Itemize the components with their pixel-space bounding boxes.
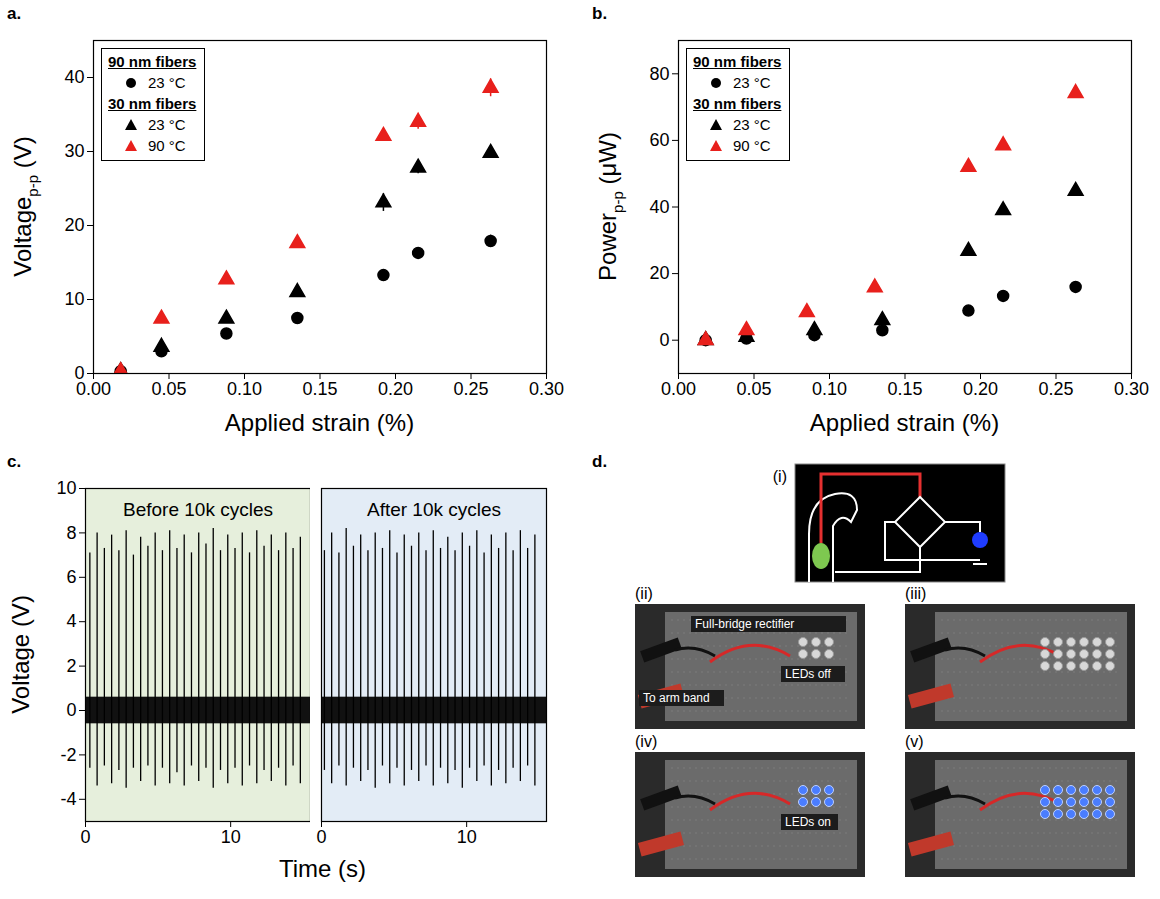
svg-text:Applied strain (%): Applied strain (%)	[225, 409, 414, 436]
svg-text:0.10: 0.10	[812, 379, 847, 399]
html-text:a.: a.	[7, 4, 22, 23]
svg-text:10: 10	[457, 827, 477, 847]
svg-text:Voltagep-p (V): Voltagep-p (V)	[9, 136, 41, 276]
svg-text:(i): (i)	[773, 468, 787, 485]
svg-text:20: 20	[649, 263, 669, 283]
html-text:23 °C: 23 °C	[148, 116, 186, 133]
svg-text:20: 20	[64, 215, 84, 235]
svg-text:40: 40	[64, 67, 84, 87]
svg-text:0.30: 0.30	[529, 379, 564, 399]
svg-text:LEDs on: LEDs on	[785, 815, 831, 829]
html-text:90 °C: 90 °C	[148, 137, 186, 154]
html-text:Time (s): Time (s)	[279, 855, 366, 882]
svg-text:-2: -2	[60, 745, 76, 765]
svg-text:40: 40	[649, 197, 669, 217]
svg-text:To arm band: To arm band	[643, 691, 710, 705]
svg-text:0.20: 0.20	[378, 379, 413, 399]
svg-text:0.00: 0.00	[661, 379, 696, 399]
svg-text:(iv): (iv)	[635, 733, 657, 750]
svg-text:LEDs off: LEDs off	[785, 667, 831, 681]
svg-text:6: 6	[66, 567, 76, 587]
svg-text:0.15: 0.15	[302, 379, 337, 399]
svg-text:8: 8	[66, 523, 76, 543]
svg-text:0: 0	[66, 700, 76, 720]
svg-text:4: 4	[66, 611, 76, 631]
svg-text:0.25: 0.25	[1038, 379, 1073, 399]
svg-text:0.15: 0.15	[887, 379, 922, 399]
svg-text:(ii): (ii)	[635, 585, 653, 602]
svg-text:0.25: 0.25	[453, 379, 488, 399]
html-text:d.: d.	[592, 452, 608, 471]
svg-text:60: 60	[649, 130, 669, 150]
svg-text:(iii): (iii)	[905, 585, 926, 602]
svg-text:0: 0	[659, 330, 669, 350]
html-text:90 nm fibers: 90 nm fibers	[693, 53, 782, 70]
svg-text:0.05: 0.05	[151, 379, 186, 399]
svg-text:0: 0	[74, 363, 85, 384]
svg-text:(v): (v)	[905, 733, 924, 750]
svg-text:0.10: 0.10	[227, 379, 262, 399]
svg-text:Powerp-p (μW): Powerp-p (μW)	[594, 132, 626, 281]
svg-text:2: 2	[66, 656, 76, 676]
svg-text:10: 10	[56, 478, 76, 498]
html-text:23 °C: 23 °C	[733, 74, 771, 91]
html-text:b.: b.	[592, 4, 608, 23]
html-text:90 °C: 90 °C	[733, 137, 771, 154]
svg-text:-4: -4	[60, 789, 76, 809]
svg-text:80: 80	[649, 64, 669, 84]
html-text:90 nm fibers: 90 nm fibers	[108, 53, 197, 70]
svg-text:0.20: 0.20	[963, 379, 998, 399]
svg-text:0.05: 0.05	[736, 379, 771, 399]
svg-text:10: 10	[221, 827, 241, 847]
svg-text:30: 30	[64, 141, 84, 161]
svg-text:After 10k cycles: After 10k cycles	[367, 499, 501, 520]
svg-text:0.30: 0.30	[1114, 379, 1149, 399]
html-text:30 nm fibers: 30 nm fibers	[108, 95, 197, 112]
svg-text:Full-bridge rectifier: Full-bridge rectifier	[695, 617, 794, 631]
svg-text:0.00: 0.00	[76, 379, 111, 399]
html-text:c.: c.	[7, 452, 22, 471]
svg-text:Before 10k cycles: Before 10k cycles	[123, 499, 273, 520]
svg-text:Applied strain (%): Applied strain (%)	[810, 409, 999, 436]
html-text:30 nm fibers: 30 nm fibers	[693, 95, 782, 112]
svg-text:10: 10	[64, 289, 84, 309]
svg-text:0: 0	[80, 827, 90, 847]
html-text:23 °C: 23 °C	[733, 116, 771, 133]
svg-text:0: 0	[316, 827, 326, 847]
html-text:23 °C: 23 °C	[148, 74, 186, 91]
svg-text:Voltage (V): Voltage (V)	[7, 595, 34, 714]
